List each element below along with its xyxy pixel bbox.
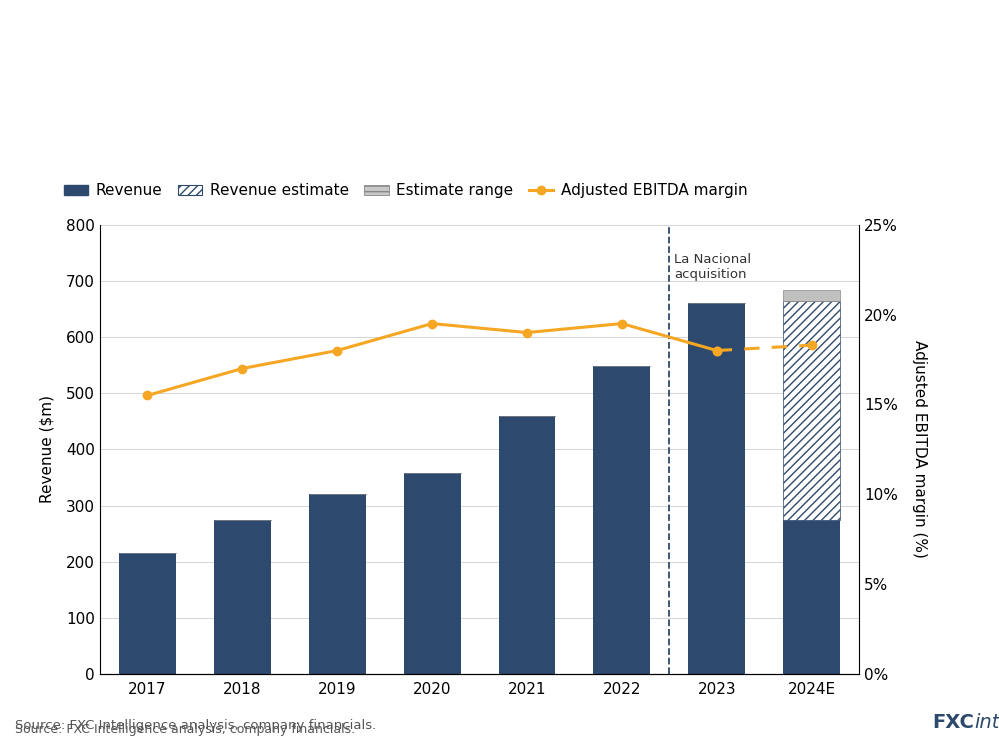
Text: FXC: FXC xyxy=(932,713,974,733)
Bar xyxy=(688,303,745,674)
Text: Intermex downgrades revenue and EBITDA outlook for 2024: Intermex downgrades revenue and EBITDA o… xyxy=(18,36,912,62)
Y-axis label: Adjusted EBITDA margin (%): Adjusted EBITDA margin (%) xyxy=(912,341,927,558)
Bar xyxy=(499,416,555,674)
Bar xyxy=(783,300,840,520)
Bar xyxy=(593,366,650,674)
Text: Source: FXC Intelligence analysis, company financials.: Source: FXC Intelligence analysis, compa… xyxy=(15,719,377,733)
Bar xyxy=(214,520,271,674)
Legend: Revenue, Revenue estimate, Estimate range, Adjusted EBITDA margin: Revenue, Revenue estimate, Estimate rang… xyxy=(58,178,753,204)
Bar xyxy=(783,291,840,300)
Text: Intermex yearly revenues, 2017-2023 and 2024 est.: Intermex yearly revenues, 2017-2023 and … xyxy=(18,112,474,130)
Text: La Nacional
acquisition: La Nacional acquisition xyxy=(674,253,751,281)
Bar xyxy=(309,494,366,674)
Bar xyxy=(783,520,840,674)
Bar xyxy=(119,554,176,674)
Y-axis label: Revenue ($m): Revenue ($m) xyxy=(40,395,55,503)
Text: Source: FXC Intelligence analysis, company financials.: Source: FXC Intelligence analysis, compa… xyxy=(15,723,355,736)
Bar xyxy=(404,473,461,674)
Text: intelligence: intelligence xyxy=(974,713,999,733)
